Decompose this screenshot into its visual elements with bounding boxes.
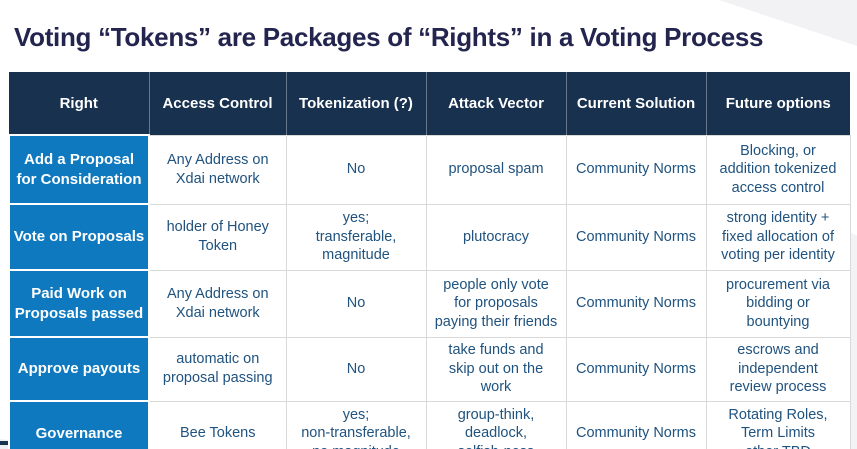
row-label: Approve payouts <box>8 336 150 402</box>
table-cell: Community Norms <box>565 134 707 205</box>
column-header-right: Right <box>9 72 149 135</box>
column-header-future-options: Future options <box>705 72 850 135</box>
table-row-approve-payouts: Approve payouts automatic on proposal pa… <box>8 336 851 402</box>
table-cell: Any Address on Xdai network <box>148 134 287 205</box>
voting-rights-table: Right Access Control Tokenization (?) At… <box>8 72 851 449</box>
row-label: Governance <box>8 400 150 449</box>
table-row-vote-on-proposals: Vote on Proposals holder of Honey Token … <box>8 203 851 271</box>
table-cell: Blocking, or addition tokenized access c… <box>705 134 851 205</box>
table-cell: yes; non-transferable, no magnitude <box>285 400 427 449</box>
table-row-paid-work: Paid Work on Proposals passed Any Addres… <box>8 269 851 338</box>
table-cell: escrows and independent review process <box>705 336 851 402</box>
table-cell: take funds and skip out on the work <box>425 336 567 402</box>
table-cell: Community Norms <box>565 203 707 271</box>
row-label: Paid Work on Proposals passed <box>8 269 150 338</box>
table-cell: Community Norms <box>565 400 707 449</box>
table-cell: Rotating Roles, Term Limits other TBD <box>705 400 851 449</box>
table-cell: Any Address on Xdai network <box>148 269 287 338</box>
table-header-row: Right Access Control Tokenization (?) At… <box>9 72 850 135</box>
table-cell: No <box>285 269 427 338</box>
table-cell: proposal spam <box>425 134 567 205</box>
table-cell: No <box>285 134 427 205</box>
column-header-access-control: Access Control <box>148 72 286 135</box>
table-cell: yes; transferable, magnitude <box>285 203 427 271</box>
page-title: Voting “Tokens” are Packages of “Rights”… <box>14 22 764 53</box>
table-cell: people only vote for proposals paying th… <box>425 269 567 338</box>
table-cell: plutocracy <box>425 203 567 271</box>
table-cell: No <box>285 336 427 402</box>
table-cell: procurement via bidding or bountying <box>705 269 851 338</box>
table-cell: Community Norms <box>565 269 707 338</box>
row-label: Vote on Proposals <box>8 203 150 271</box>
table-row-add-proposal: Add a Proposal for Consideration Any Add… <box>8 134 851 205</box>
column-header-current-solution: Current Solution <box>565 72 706 135</box>
table-cell: strong identity + fixed allocation of vo… <box>705 203 851 271</box>
column-header-attack-vector: Attack Vector <box>425 72 566 135</box>
table-cell: Community Norms <box>565 336 707 402</box>
table-cell: group-think, deadlock, selfish-ness <box>425 400 567 449</box>
table-cell: holder of Honey Token <box>148 203 287 271</box>
column-header-tokenization: Tokenization (?) <box>285 72 426 135</box>
table-row-governance: Governance Bee Tokens yes; non-transfera… <box>8 400 851 449</box>
table-cell: Bee Tokens <box>148 400 287 449</box>
row-label: Add a Proposal for Consideration <box>8 134 150 205</box>
table-cell: automatic on proposal passing <box>148 336 287 402</box>
